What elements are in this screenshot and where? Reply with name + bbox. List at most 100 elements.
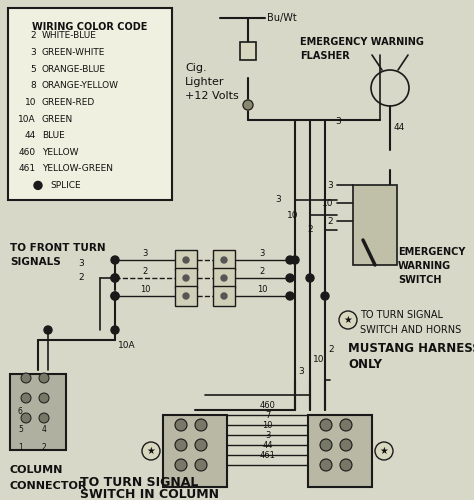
Text: WHITE-BLUE: WHITE-BLUE [42,32,97,40]
Bar [175,250,197,270]
Circle shape [21,393,31,403]
Circle shape [375,442,393,460]
Text: 460: 460 [260,401,275,410]
Circle shape [183,257,189,263]
Bar [10,374,66,450]
Circle shape [34,182,42,190]
Bar [308,415,372,487]
Text: GREEN: GREEN [42,114,73,124]
Text: 10: 10 [286,210,298,220]
Text: 2: 2 [328,216,333,226]
Circle shape [221,293,227,299]
Text: YELLOW-GREEN: YELLOW-GREEN [42,164,113,173]
Text: 3: 3 [259,250,264,258]
Text: 2: 2 [30,32,36,40]
Circle shape [195,439,207,451]
Circle shape [39,393,49,403]
Text: +12 Volts: +12 Volts [185,91,239,101]
Text: COLUMN: COLUMN [10,465,64,475]
Bar [213,268,235,288]
Text: 10: 10 [313,356,325,364]
Circle shape [195,459,207,471]
Circle shape [111,274,119,282]
Text: 10A: 10A [18,114,36,124]
Text: 3: 3 [265,431,270,440]
Text: GREEN-WHITE: GREEN-WHITE [42,48,105,57]
Text: 10A: 10A [118,340,136,349]
Text: SWITCH: SWITCH [398,275,441,285]
Text: 3: 3 [142,250,148,258]
Text: 2: 2 [42,444,47,452]
Text: TO TURN SIGNAL: TO TURN SIGNAL [80,476,199,488]
Circle shape [221,275,227,281]
Text: 460: 460 [19,148,36,156]
Circle shape [142,442,160,460]
Circle shape [286,256,294,264]
Circle shape [175,439,187,451]
Text: TO FRONT TURN: TO FRONT TURN [10,243,106,253]
Text: 3: 3 [335,118,341,126]
Text: 8: 8 [30,82,36,90]
Circle shape [111,256,119,264]
Text: 2: 2 [78,274,83,282]
Text: 461: 461 [260,451,275,460]
Text: Cig.: Cig. [185,63,207,73]
Circle shape [111,326,119,334]
Circle shape [340,439,352,451]
Text: ★: ★ [146,446,155,456]
Circle shape [340,459,352,471]
Circle shape [44,326,52,334]
Text: SWITCH IN COLUMN: SWITCH IN COLUMN [80,488,219,500]
Text: WARNING: WARNING [398,261,451,271]
Text: Bu/Wt: Bu/Wt [267,13,297,23]
Text: 2: 2 [142,268,147,276]
Circle shape [111,292,119,300]
Text: 10: 10 [262,421,273,430]
Text: SPLICE: SPLICE [50,181,81,190]
Text: 2: 2 [307,226,313,234]
Circle shape [243,100,253,110]
Text: 3: 3 [30,48,36,57]
Bar [175,286,197,306]
Text: 6: 6 [18,408,23,416]
Text: 2: 2 [259,268,264,276]
Circle shape [221,257,227,263]
Bar [163,415,227,487]
Text: 1: 1 [18,444,23,452]
Text: ORANGE-YELLOW: ORANGE-YELLOW [42,82,119,90]
Text: 7: 7 [265,411,270,420]
Text: 10: 10 [257,286,267,294]
Circle shape [183,275,189,281]
Text: 2: 2 [328,346,334,354]
Bar [213,250,235,270]
Circle shape [39,413,49,423]
Circle shape [21,373,31,383]
Circle shape [321,292,329,300]
Text: ★: ★ [380,446,388,456]
Text: ★: ★ [344,315,352,325]
Circle shape [306,274,314,282]
Bar [8,8,172,200]
Text: ONLY: ONLY [348,358,382,370]
Text: 10: 10 [25,98,36,107]
Circle shape [339,311,357,329]
Text: BLUE: BLUE [42,131,65,140]
Circle shape [111,274,119,282]
Text: 10: 10 [321,198,333,207]
Circle shape [286,292,294,300]
Text: EMERGENCY WARNING: EMERGENCY WARNING [300,37,424,47]
Circle shape [21,413,31,423]
Circle shape [320,419,332,431]
Text: EMERGENCY: EMERGENCY [398,247,465,257]
Text: Lighter: Lighter [185,77,225,87]
Circle shape [243,100,253,110]
Circle shape [111,292,119,300]
Text: 3: 3 [275,196,281,204]
Text: SWITCH AND HORNS: SWITCH AND HORNS [360,325,461,335]
Text: SIGNALS: SIGNALS [10,257,61,267]
Bar [240,42,256,60]
Text: 5: 5 [18,426,23,434]
Bar [353,185,397,265]
Text: YELLOW: YELLOW [42,148,79,156]
Circle shape [320,459,332,471]
